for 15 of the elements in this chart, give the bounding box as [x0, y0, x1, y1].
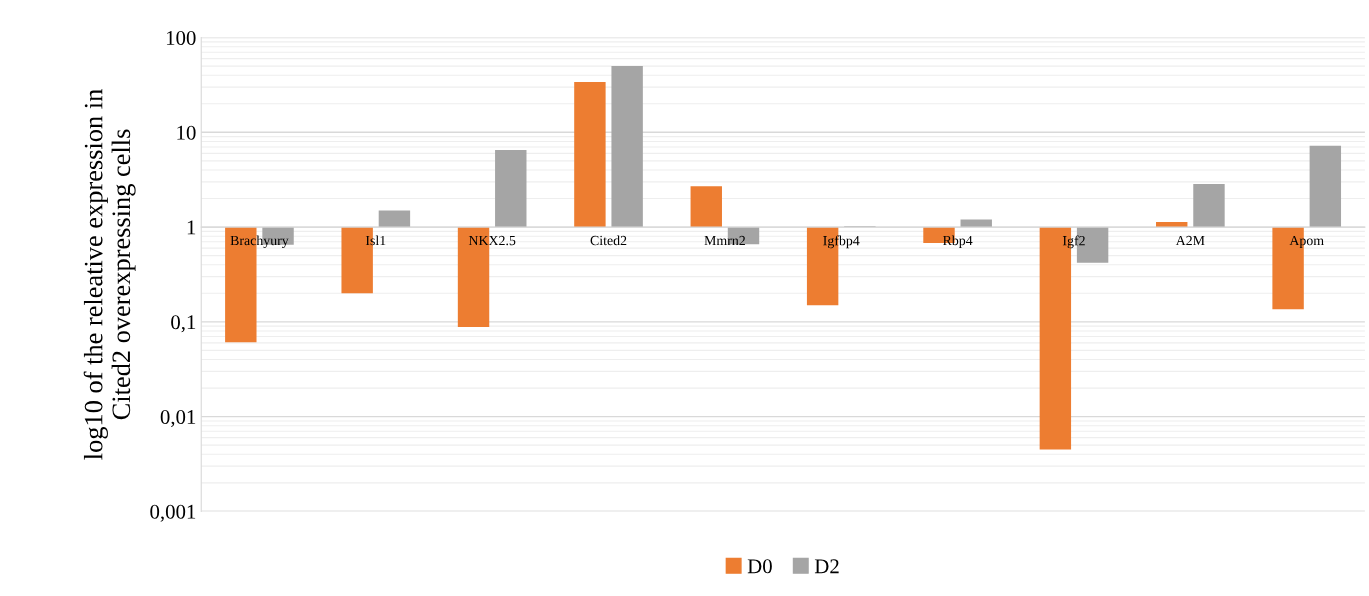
- x-tick-label: A2M: [1175, 235, 1205, 246]
- y-tick-label: 10: [177, 125, 196, 140]
- x-tick-label: Igf2: [1062, 235, 1085, 249]
- legend-label: D2: [814, 559, 839, 574]
- x-tick-label: Mmrn2: [704, 235, 745, 246]
- y-axis-title: log10 of the releative expression in Cited2 overexpressing cells: [83, 89, 136, 460]
- y-tick-label: 100: [166, 30, 196, 45]
- y-tick-label: 1: [187, 220, 196, 235]
- y-tick-label: 0,01: [160, 409, 196, 428]
- legend-label: D0: [747, 559, 772, 574]
- x-tick-label: Cited2: [590, 235, 627, 246]
- x-tick-label: Brachyury: [230, 235, 289, 249]
- y-tick-label: 0,1: [171, 315, 196, 333]
- x-tick-label: Rbp4: [942, 235, 973, 248]
- y-tick-label: 0,001: [150, 504, 196, 522]
